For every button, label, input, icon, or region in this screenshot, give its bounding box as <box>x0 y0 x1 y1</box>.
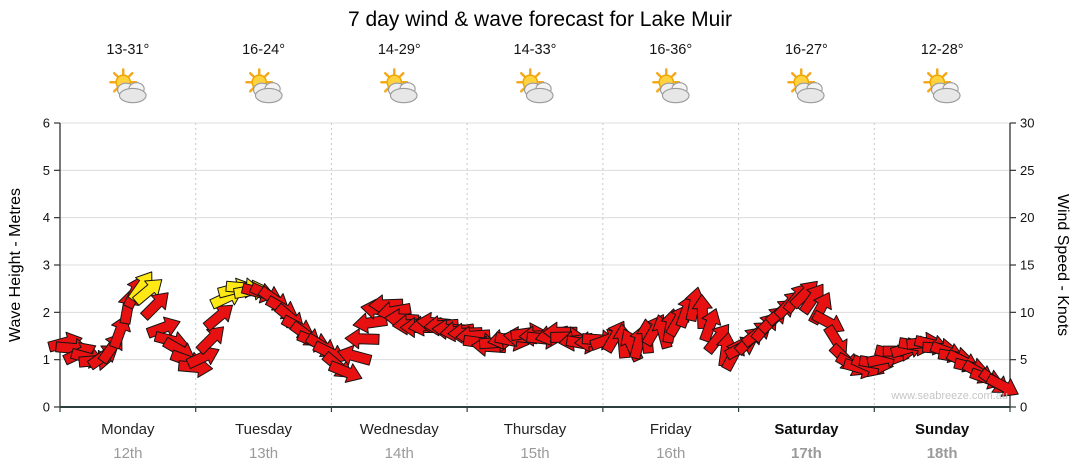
day-name-label: Saturday <box>774 421 839 438</box>
wind-arrow <box>337 344 373 366</box>
sun-behind-cloud-icon <box>376 68 422 106</box>
right-tick-label: 25 <box>1020 163 1034 178</box>
day-date-label: 18th <box>926 445 958 462</box>
day-date-label: 15th <box>520 445 550 462</box>
left-tick-label: 0 <box>43 400 50 415</box>
day-temperature: 12-28° <box>920 42 964 58</box>
left-tick-label: 5 <box>43 163 50 178</box>
wind-arrow <box>798 283 824 316</box>
wind-arrow <box>132 279 163 306</box>
sun-behind-cloud-icon <box>648 68 694 106</box>
right-tick-label: 10 <box>1020 305 1034 320</box>
wind-arrow <box>140 292 169 321</box>
left-tick-label: 3 <box>43 258 50 273</box>
right-tick-label: 5 <box>1020 352 1027 367</box>
right-tick-label: 0 <box>1020 400 1027 415</box>
sun-behind-cloud-icon <box>241 68 287 106</box>
day-name-label: Thursday <box>503 421 567 438</box>
day-date-label: 17th <box>791 445 822 462</box>
day-name-label: Tuesday <box>235 421 293 438</box>
left-tick-label: 1 <box>43 352 50 367</box>
right-tick-label: 15 <box>1020 258 1034 273</box>
chart-title: 7 day wind & wave forecast for Lake Muir <box>347 8 732 31</box>
day-name-label: Monday <box>101 421 155 438</box>
day-temperature: 14-29° <box>377 42 421 58</box>
left-tick-label: 4 <box>43 210 50 225</box>
wind-arrow <box>344 328 380 350</box>
sun-behind-cloud-icon <box>105 68 151 106</box>
wind-arrow <box>327 360 363 383</box>
day-date-label: 12th <box>113 445 143 462</box>
right-tick-label: 30 <box>1020 116 1034 131</box>
watermark: www.seabreeze.com.au <box>891 390 1008 402</box>
sun-behind-cloud-icon <box>512 68 558 106</box>
sun-behind-cloud-icon <box>783 68 829 106</box>
sun-behind-cloud-icon <box>919 68 965 106</box>
left-tick-label: 6 <box>43 116 50 131</box>
right-tick-label: 20 <box>1020 210 1034 225</box>
day-date-label: 13th <box>248 445 279 462</box>
day-temperature: 16-24° <box>242 42 285 58</box>
day-date-label: 14th <box>384 445 414 462</box>
day-name-label: Wednesday <box>359 421 439 438</box>
wind-arrow <box>145 316 181 339</box>
wind-arrow <box>195 326 225 355</box>
wind-arrow <box>985 373 1019 397</box>
day-temperature: 14-33° <box>513 42 557 58</box>
day-temperature: 16-36° <box>649 42 693 58</box>
day-name-label: Sunday <box>915 421 970 438</box>
day-temperature: 13-31° <box>106 42 150 58</box>
day-date-label: 16th <box>656 445 686 462</box>
wind-arrow <box>202 304 233 332</box>
left-tick-label: 2 <box>43 305 50 320</box>
day-temperature: 16-27° <box>784 42 828 58</box>
day-name-label: Friday <box>649 421 692 438</box>
